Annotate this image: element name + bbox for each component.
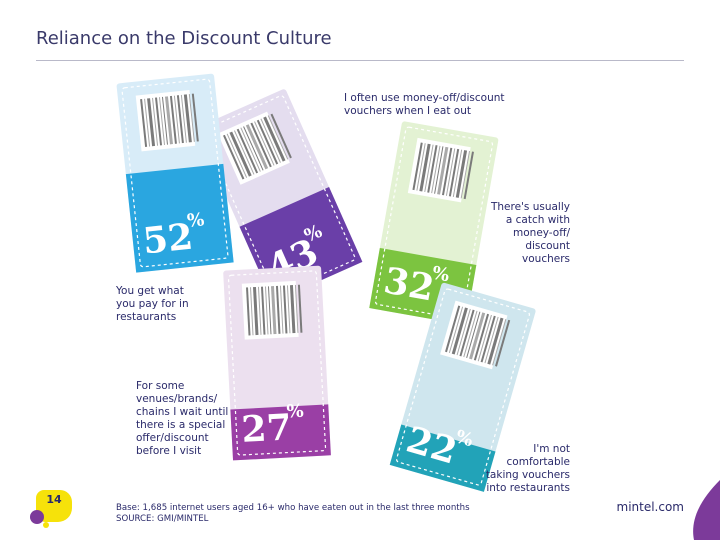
voucher-dashed-border <box>227 270 327 456</box>
statement-3: There's usually a catch with money-off/ … <box>490 201 570 265</box>
title-divider <box>36 60 684 61</box>
barcode-icon <box>407 137 474 203</box>
voucher-ticket-4: 27% <box>223 265 331 461</box>
brand-url: mintel.com <box>616 500 685 514</box>
voucher-dashed-border <box>121 78 229 268</box>
voucher-value-label: 52 <box>141 216 195 263</box>
statement-4: For some venues/brands/ chains I wait un… <box>136 380 229 457</box>
page-title: Reliance on the Discount Culture <box>36 28 332 49</box>
source-note: SOURCE: GMI/MINTEL <box>116 514 209 524</box>
voucher-percent-sign: % <box>430 263 450 287</box>
corner-swoosh <box>693 480 720 540</box>
statement-2: I often use money-off/discount vouchers … <box>344 92 505 117</box>
logo-dot-yellow <box>43 522 49 528</box>
voucher-ticket-3: 32% <box>369 121 499 326</box>
logo-dot-purple <box>30 510 44 524</box>
voucher-dashed-border <box>374 126 494 320</box>
voucher-value-fill <box>389 424 496 492</box>
voucher-value-label: 32 <box>381 260 438 310</box>
barcode-icon <box>217 111 292 185</box>
voucher-ticket-5: 22% <box>389 282 536 492</box>
voucher-value-label: 27 <box>240 406 292 451</box>
statement-5: I'm not comfortable taking vouchers into… <box>485 443 570 494</box>
voucher-percent-sign: % <box>186 209 205 232</box>
base-note: Base: 1,685 internet users aged 16+ who … <box>116 503 470 513</box>
barcode-icon <box>440 300 511 370</box>
footnote: Base: 1,685 internet users aged 16+ who … <box>116 503 470 525</box>
voucher-value-fill <box>125 163 234 273</box>
voucher-dashed-border <box>396 288 530 486</box>
barcode-icon <box>135 90 199 152</box>
page-number: 14 <box>46 493 62 506</box>
voucher-value-fill <box>230 404 331 461</box>
voucher-percent-sign: % <box>286 401 304 423</box>
statement-1: You get what you pay for in restaurants <box>116 285 189 323</box>
voucher-ticket-1: 52% <box>116 73 234 273</box>
voucher-percent-sign: % <box>453 426 475 451</box>
barcode-icon <box>241 280 303 340</box>
